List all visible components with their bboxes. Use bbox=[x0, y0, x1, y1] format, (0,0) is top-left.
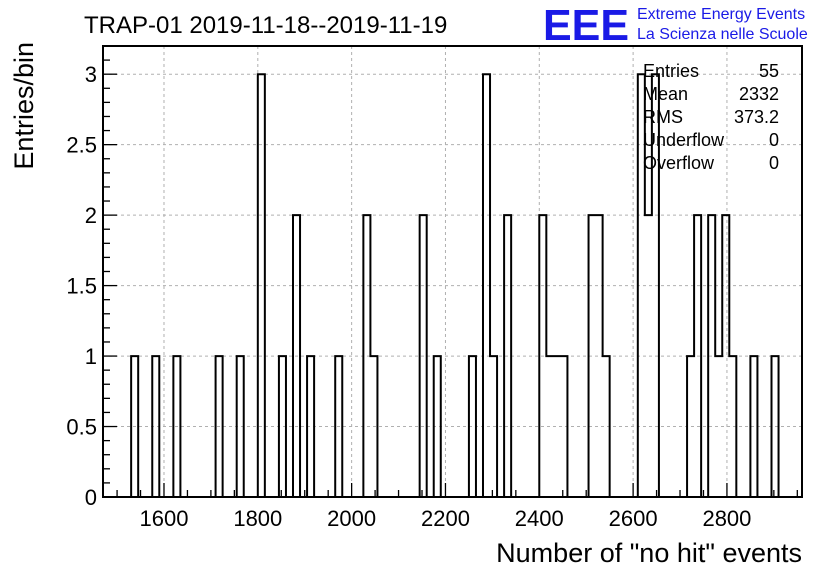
stats-box: Entries 55 Mean 2332 RMS 373.2 Underflow 0 Overf… bbox=[643, 61, 779, 173]
y-tick-label: 1 bbox=[85, 344, 97, 369]
stats-value: 373.2 bbox=[734, 107, 779, 127]
y-tick-label: 0 bbox=[85, 485, 97, 510]
x-tick-label: 1600 bbox=[140, 506, 189, 531]
x-tick-label: 2600 bbox=[609, 506, 658, 531]
stats-value: 2332 bbox=[739, 84, 779, 104]
stats-label: Mean bbox=[643, 84, 688, 104]
eee-logo: EEE Extreme Energy Events La Scienza nel… bbox=[543, 1, 808, 50]
x-tick-label: 2800 bbox=[702, 506, 751, 531]
stats-value: 0 bbox=[769, 130, 779, 150]
logo-line-2: La Scienza nelle Scuole bbox=[637, 26, 808, 43]
x-tick-label: 2000 bbox=[327, 506, 376, 531]
x-axis-label: Number of "no hit" events bbox=[496, 538, 802, 568]
stats-label: RMS bbox=[643, 107, 683, 127]
x-tick-label: 2200 bbox=[421, 506, 470, 531]
stats-value: 0 bbox=[769, 153, 779, 173]
logo-mark: EEE bbox=[543, 1, 629, 50]
stats-value: 55 bbox=[759, 61, 779, 81]
y-tick-label: 2 bbox=[85, 203, 97, 228]
y-tick-label: 0.5 bbox=[66, 415, 97, 440]
chart-title: TRAP-01 2019-11-18--2019-11-19 bbox=[84, 12, 447, 39]
y-tick-label: 2.5 bbox=[66, 133, 97, 158]
logo-line-1: Extreme Energy Events bbox=[637, 6, 805, 23]
y-tick-label: 3 bbox=[85, 62, 97, 87]
y-axis-label: Entries/bin bbox=[9, 42, 39, 170]
x-axis: 1600 1800 2000 2200 2400 2600 2800 bbox=[116, 483, 798, 531]
y-axis: 0 0.5 1 1.5 2 2.5 3 bbox=[66, 45, 117, 510]
stats-label: Entries bbox=[643, 61, 699, 81]
stats-label: Overflow bbox=[643, 153, 715, 173]
y-tick-label: 1.5 bbox=[66, 274, 97, 299]
x-tick-label: 1800 bbox=[233, 506, 282, 531]
x-tick-label: 2400 bbox=[515, 506, 564, 531]
stats-label: Underflow bbox=[643, 130, 725, 150]
